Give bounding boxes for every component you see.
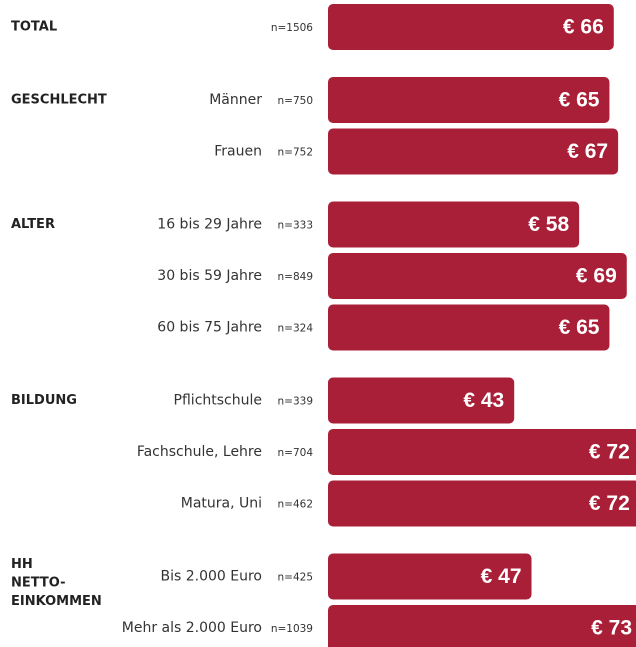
n-label: n=462 — [278, 499, 314, 511]
category-label: Fachschule, Lehre — [137, 444, 262, 460]
n-label: n=752 — [278, 147, 314, 159]
bar — [328, 553, 532, 600]
group-label: TOTAL — [11, 20, 57, 35]
group-label: HH — [11, 557, 33, 572]
value-label: € 66 — [563, 16, 604, 39]
value-label: € 65 — [559, 316, 600, 339]
n-label: n=750 — [278, 95, 314, 107]
bar — [328, 253, 627, 299]
category-label: 60 bis 75 Jahre — [157, 320, 262, 336]
bar — [328, 128, 619, 175]
bar — [328, 201, 580, 248]
bar — [328, 304, 610, 351]
bar — [328, 605, 636, 647]
n-label: n=339 — [278, 396, 314, 408]
bar — [328, 4, 614, 50]
category-label: Mehr als 2.000 Euro — [122, 620, 262, 636]
value-label: € 73 — [591, 617, 632, 640]
category-label: Männer — [209, 92, 262, 108]
value-label: € 69 — [576, 265, 617, 288]
n-label: n=704 — [278, 447, 314, 459]
bar — [328, 77, 610, 123]
n-label: n=333 — [278, 220, 314, 232]
n-label: n=849 — [278, 271, 314, 283]
group-label: BILDUNG — [11, 393, 77, 408]
value-label: € 58 — [528, 213, 569, 236]
bar — [328, 480, 636, 527]
value-label: € 65 — [559, 89, 600, 112]
value-label: € 67 — [567, 140, 608, 163]
value-label: € 72 — [589, 441, 630, 464]
category-label: Bis 2.000 Euro — [161, 569, 263, 585]
n-label: n=324 — [278, 323, 314, 335]
n-label: n=425 — [278, 572, 314, 584]
bar — [328, 377, 515, 424]
group-label: ALTER — [11, 217, 55, 232]
category-label: 16 bis 29 Jahre — [157, 217, 262, 233]
n-label: n=1506 — [271, 22, 313, 34]
group-label: GESCHLECHT — [11, 93, 107, 108]
category-label: Matura, Uni — [181, 496, 262, 512]
group-label: EINKOMMEN — [11, 594, 102, 609]
category-label: 30 bis 59 Jahre — [157, 268, 262, 284]
bar — [328, 429, 636, 475]
value-label: € 43 — [463, 389, 504, 412]
group-label: NETTO- — [11, 576, 65, 591]
category-label: Pflichtschule — [174, 393, 262, 409]
value-label: € 47 — [481, 565, 522, 588]
value-label: € 72 — [589, 492, 630, 515]
n-label: n=1039 — [271, 623, 313, 635]
category-label: Frauen — [214, 144, 262, 160]
